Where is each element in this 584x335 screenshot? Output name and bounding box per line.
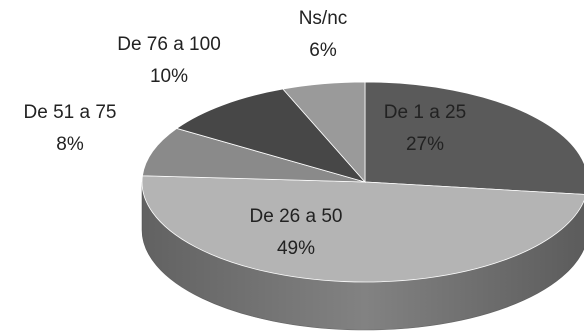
slice-label-3: De 51 a 75	[24, 102, 117, 123]
pie-slice-4	[175, 88, 367, 183]
pie-slice-3	[141, 127, 366, 183]
slice-value-5: 6%	[309, 40, 337, 61]
pie-slice-1	[364, 81, 584, 195]
slice-value-1: 27%	[406, 134, 444, 155]
pie-slice-5	[282, 81, 366, 184]
pie-side-shading	[142, 182, 584, 330]
slice-value-4: 10%	[150, 66, 188, 87]
slice-label-5: Ns/nc	[299, 8, 348, 29]
slice-label-2: De 26 a 50	[250, 206, 343, 227]
slice-label-1: De 1 a 25	[384, 102, 466, 123]
slice-value-2: 49%	[277, 238, 315, 259]
pie-slice-2	[141, 175, 584, 283]
slice-value-3: 8%	[56, 134, 84, 155]
slice-label-4: De 76 a 100	[117, 34, 221, 55]
